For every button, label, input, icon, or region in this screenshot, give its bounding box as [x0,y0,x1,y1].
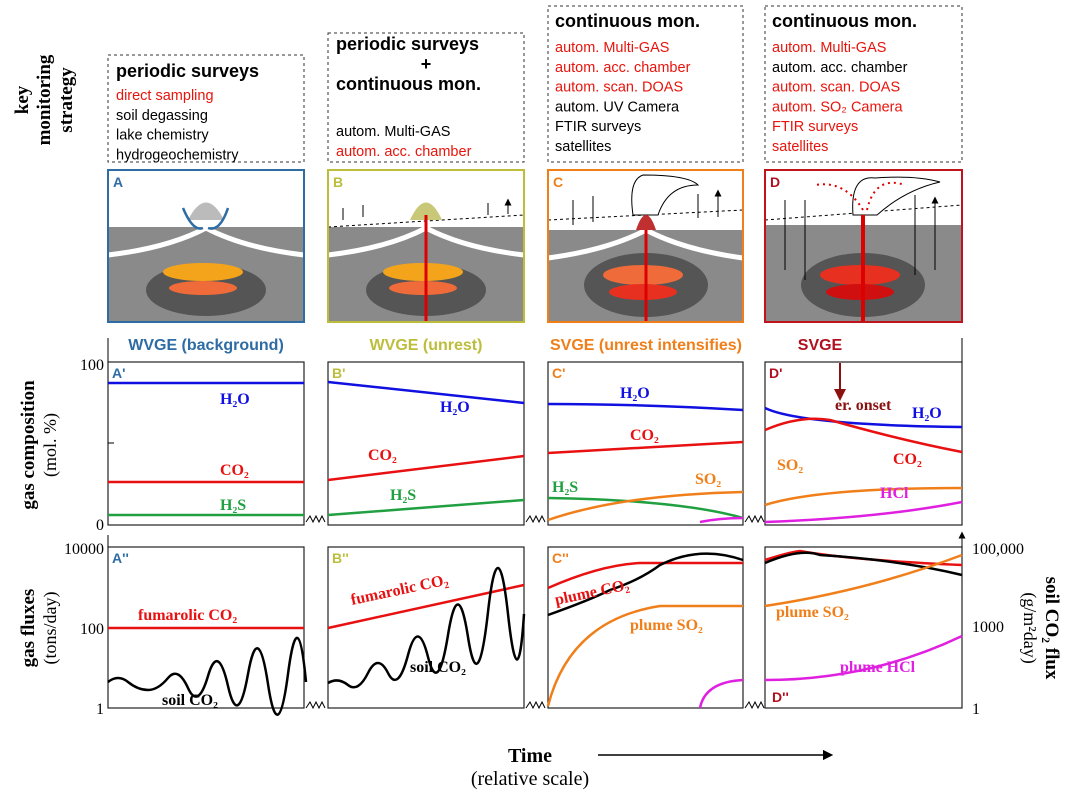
strategy-title: periodic surveys [336,34,479,54]
tick-label: 100,000 [972,541,1024,558]
method: autom. Multi-GAS [336,124,450,140]
curve-label: H₂O [620,385,650,402]
method: autom. acc. chamber [772,60,908,76]
curve-label: H₂O [220,391,250,408]
method: autom. Multi-GAS [555,40,669,56]
curve-label: H₂S [220,497,246,514]
method: lake chemistry [116,128,209,144]
flux-panels [108,547,962,715]
panel-letter: D'' [772,689,789,705]
panel-letter: C' [552,365,565,381]
curve-label: plume SO₂ [776,604,849,621]
curve-label: plume SO₂ [630,617,703,634]
curve-label: SO₂ [777,457,803,474]
methods: direct sampling soil degassing lake chemis… [116,40,908,163]
panel-letter: A [113,174,123,190]
panel-letter: B' [332,365,345,381]
method: direct sampling [116,88,214,104]
column-heading: WVGE (background) [128,337,284,354]
panel-letter: B'' [332,550,349,566]
strategy-title: continuous mon. [336,74,481,94]
y-label: monitoring [34,54,55,145]
y-label: (mol. %) [40,413,61,477]
y-label: soil CO₂ flux [1041,577,1062,680]
annotation: er. onset [835,397,892,414]
curve-label: SO₂ [695,471,721,488]
curve-label: H₂S [390,487,416,504]
strategy-label: key monitoring strategy [12,54,77,145]
tick-label: 100 [80,621,104,638]
strategy-title: periodic surveys [116,61,259,81]
method: autom. scan. DOAS [772,80,900,96]
column-heading: WVGE (unrest) [370,337,483,354]
tick-label: 1 [972,701,980,718]
tick-label: 0 [96,517,104,534]
panel-letter: A' [112,365,125,381]
method: FTIR surveys [555,119,641,135]
panel-letter: A'' [112,550,129,566]
method: hydrogeochemistry [116,147,239,163]
curve-label: soil CO₂ [410,659,466,676]
tick-label: 1000 [972,619,1004,636]
panel-letter: B [333,174,343,190]
curve-label: H₂O [912,405,942,422]
column-heading: SVGE (unrest intensifies) [550,337,742,354]
panel-letter: D' [769,365,782,381]
method: FTIR surveys [772,119,858,135]
strategy-title: continuous mon. [555,11,700,31]
method: satellites [555,139,611,155]
y-label: (g/m²day) [1019,592,1040,663]
x-label: Time [508,745,552,767]
panel-letter: D [770,174,780,190]
method: autom. UV Camera [555,99,680,115]
y-label: key [12,85,33,114]
panel-letter: C'' [552,550,569,566]
column-heading: SVGE [798,337,843,354]
y-label: (tons/day) [40,592,61,665]
curve-label: HCl [880,485,909,502]
figure: key monitoring strategy gas composition … [0,0,1074,796]
curve-label: plume HCl [840,659,916,676]
curve-label: CO₂ [368,447,397,464]
tick-label: 1 [96,701,104,718]
curve-label: H₂S [552,479,578,496]
strategy-title: continuous mon. [772,11,917,31]
x-label: (relative scale) [471,768,589,790]
curve-label: H₂O [440,399,470,416]
curve-label: fumarolic CO₂ [138,607,237,624]
strategy-title: + [421,54,432,74]
method: autom. scan. DOAS [555,80,683,96]
method: autom. acc. chamber [336,144,472,160]
method: satellites [772,139,828,155]
panel-letter: C [553,174,563,190]
method: soil degassing [116,108,208,124]
method: autom. SO₂ Camera [772,99,903,115]
method: autom. Multi-GAS [772,40,886,56]
tick-label: 10000 [64,541,104,558]
curve-label: CO₂ [630,427,659,444]
curve-label: CO₂ [220,462,249,479]
curve-label: CO₂ [893,451,922,468]
y-label: gas composition [18,380,39,510]
illustrations: A B C D [108,170,962,322]
tick-label: 100 [80,357,104,374]
curve-label: soil CO₂ [162,692,218,709]
method: autom. acc. chamber [555,60,691,76]
y-label: strategy [56,67,77,133]
y-label: gas fluxes [18,589,39,668]
